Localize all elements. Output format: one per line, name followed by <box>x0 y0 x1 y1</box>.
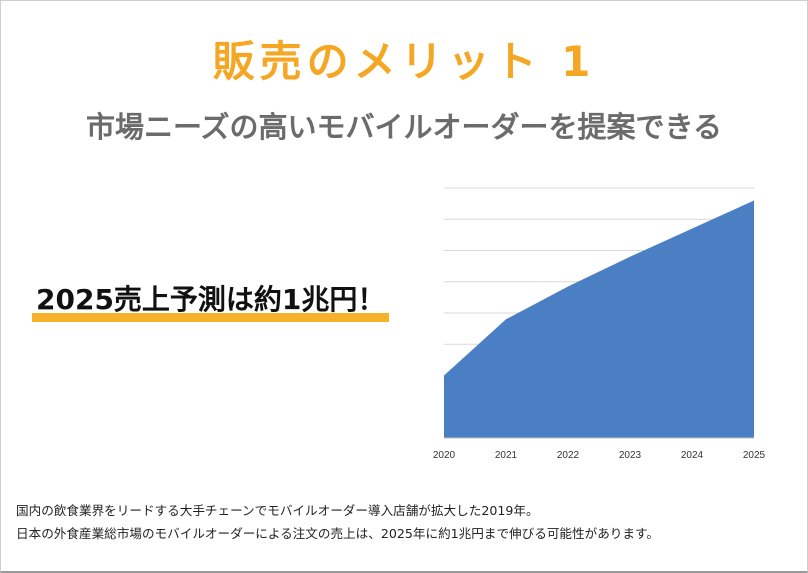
note-line-1: 国内の飲食業界をリードする大手チェーンでモバイルオーダー導入店舗が拡大した201… <box>16 503 539 518</box>
callout-text: 2025売上予測は約1兆円！ <box>36 283 386 316</box>
slide-subtitle: 市場ニーズの高いモバイルオーダーを提案できる <box>86 110 722 144</box>
slide-title: 販売のメリット 1 <box>212 37 596 86</box>
forecast-callout: 2025売上予測は約1兆円！ <box>32 278 390 322</box>
chart-x-tick-label: 2025 <box>743 450 766 461</box>
chart-x-tick-label: 2020 <box>433 450 456 461</box>
chart-x-tick-label: 2022 <box>557 450 580 461</box>
chart-area-series <box>444 200 754 438</box>
chart-x-tick-label: 2023 <box>619 450 642 461</box>
chart-x-tick-label: 2024 <box>681 450 704 461</box>
note-line-2: 日本の外食産業総市場のモバイルオーダーによる注文の売上は、2025年に約1兆円ま… <box>16 526 659 541</box>
callout-highlight <box>32 313 390 322</box>
chart-x-tick-label: 2021 <box>495 450 518 461</box>
chart-svg: 2020 2021 2022 2023 2024 2025 <box>433 187 766 461</box>
market-forecast-chart: 2020 2021 2022 2023 2024 2025 <box>430 180 770 474</box>
